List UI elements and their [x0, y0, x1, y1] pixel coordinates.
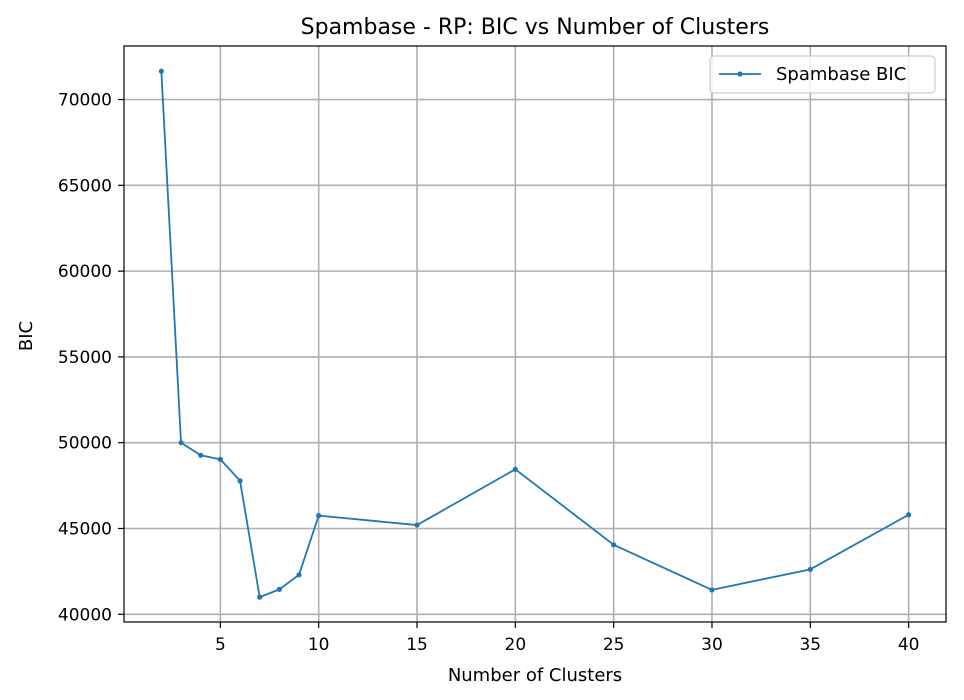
data-point	[709, 587, 715, 593]
chart-title: Spambase - RP: BIC vs Number of Clusters	[301, 15, 770, 40]
data-point	[217, 456, 223, 462]
data-point	[414, 522, 420, 528]
x-tick-label: 20	[505, 635, 527, 655]
y-axis-ticks: 40000 45000 50000 55000 60000 65000 70000	[58, 91, 124, 625]
axes-frame	[123, 45, 947, 623]
x-axis-label: Number of Clusters	[448, 665, 622, 686]
data-point	[611, 542, 617, 548]
x-tick-label: 15	[406, 635, 428, 655]
y-tick-label: 60000	[58, 262, 112, 282]
legend-label: Spambase BIC	[776, 64, 906, 85]
data-point	[198, 452, 204, 458]
data-point	[906, 512, 912, 518]
x-tick-label: 30	[701, 635, 723, 655]
y-tick-label: 40000	[58, 605, 112, 625]
data-point	[237, 478, 243, 484]
legend-marker	[737, 71, 743, 77]
x-tick-label: 40	[898, 635, 920, 655]
data-point	[158, 68, 164, 74]
legend: Spambase BIC	[709, 55, 936, 94]
x-tick-label: 5	[215, 635, 226, 655]
y-tick-label: 50000	[58, 434, 112, 454]
y-tick-label: 55000	[58, 348, 112, 368]
x-axis-ticks: 5 10 15 20 25 30 35 40	[215, 622, 920, 655]
grid	[124, 46, 946, 622]
legend-box	[709, 55, 936, 94]
y-tick-label: 70000	[58, 91, 112, 111]
y-tick-label: 45000	[58, 519, 112, 539]
series-line	[160, 71, 910, 599]
x-tick-label: 35	[799, 635, 821, 655]
x-tick-label: 25	[603, 635, 625, 655]
data-point	[296, 572, 302, 578]
data-point	[316, 513, 322, 519]
data-point	[257, 594, 263, 600]
y-axis-label: BIC	[16, 321, 37, 351]
data-point	[807, 566, 813, 572]
data-point	[178, 440, 184, 446]
y-tick-label: 65000	[58, 176, 112, 196]
data-point	[512, 466, 518, 472]
x-tick-label: 10	[308, 635, 330, 655]
data-point	[276, 586, 282, 592]
series-group	[158, 68, 912, 600]
